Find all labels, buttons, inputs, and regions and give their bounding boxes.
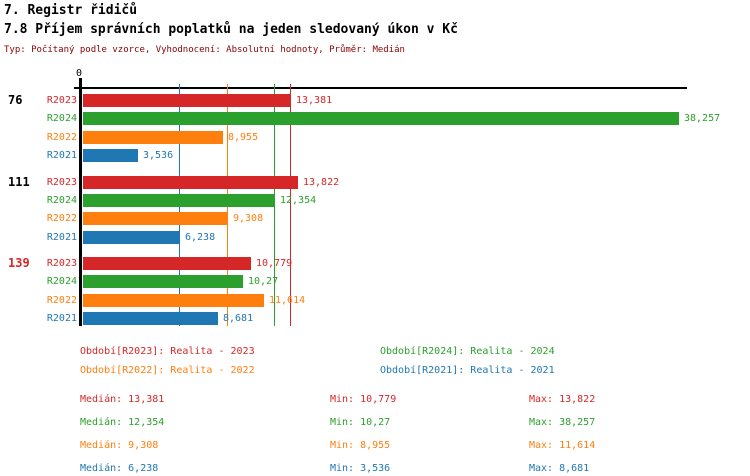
stat-median-r2022: Medián: 9,308 [80,440,159,451]
bar-value-label: 3,536 [143,150,174,162]
series-label-r2021: R2021 [46,150,77,162]
stat-min-r2022: Min: 8,955 [330,440,391,451]
stat-min-r2021: Min: 3,536 [330,463,391,474]
stat-median-r2021: Medián: 6,238 [80,463,159,474]
bar-111-r2022 [83,212,228,226]
bar-76-r2024 [83,112,679,126]
legend-item-r2024: Období[R2024]: Realita - 2024 [380,346,555,357]
series-label-r2023: R2023 [46,176,77,188]
group-label-76: 76 [8,93,23,107]
page-title: 7. Registr řidičů [4,3,138,18]
legend-item-r2022: Období[R2022]: Realita - 2022 [80,365,255,376]
legend-item-r2021: Období[R2021]: Realita - 2021 [380,365,555,376]
stat-min-r2023: Min: 10,779 [330,394,397,405]
bar-value-label: 10,27 [248,276,279,288]
bar-value-label: 8,955 [228,131,259,143]
bar-139-r2024 [83,275,243,289]
stat-max-r2022: Max: 11,614 [529,440,596,451]
group-label-111: 111 [8,174,30,189]
bar-76-r2023 [83,94,291,107]
bar-value-label: 38,257 [684,113,721,125]
bar-111-r2023 [83,175,298,189]
y-axis-line [79,78,82,326]
series-label-r2023: R2023 [46,258,77,269]
median-line-r2023 [290,84,292,326]
x-axis-zero-label: 0 [76,68,83,79]
stat-min-r2024: Min: 10,27 [330,417,391,428]
bar-139-r2021 [83,312,218,326]
stat-max-r2021: Max: 8,681 [529,463,590,474]
stat-max-r2023: Max: 13,822 [529,394,596,405]
bar-111-r2024 [83,193,275,207]
x-axis-line [74,87,687,89]
stat-median-r2024: Medián: 12,354 [80,417,165,428]
bar-value-label: 8,681 [223,313,254,325]
bar-value-label: 13,381 [296,95,333,106]
bar-value-label: 12,354 [280,194,317,206]
bar-value-label: 6,238 [185,231,216,243]
series-label-r2021: R2021 [46,231,77,243]
bar-76-r2021 [83,149,138,163]
chart-title: 7.8 Příjem správních poplatků na jeden s… [4,22,458,37]
series-label-r2022: R2022 [46,213,77,225]
stat-median-r2023: Medián: 13,381 [80,394,165,405]
group-label-139: 139 [8,256,30,270]
series-label-r2024: R2024 [46,194,77,206]
series-label-r2024: R2024 [46,276,77,288]
bar-value-label: 10,779 [256,258,293,269]
bar-139-r2022 [83,293,264,307]
bar-value-label: 11,614 [269,294,306,306]
stat-max-r2024: Max: 38,257 [529,417,596,428]
chart-subtitle: Typ: Počítaný podle vzorce, Vyhodnocení:… [4,45,405,55]
series-label-r2023: R2023 [46,95,77,106]
series-label-r2022: R2022 [46,131,77,143]
bar-value-label: 13,822 [303,176,340,188]
bar-76-r2022 [83,130,223,144]
bar-111-r2021 [83,230,180,244]
bar-139-r2023 [83,257,251,270]
legend-item-r2023: Období[R2023]: Realita - 2023 [80,346,255,357]
bar-value-label: 9,308 [233,213,264,225]
series-label-r2024: R2024 [46,113,77,125]
series-label-r2021: R2021 [46,313,77,325]
series-label-r2022: R2022 [46,294,77,306]
